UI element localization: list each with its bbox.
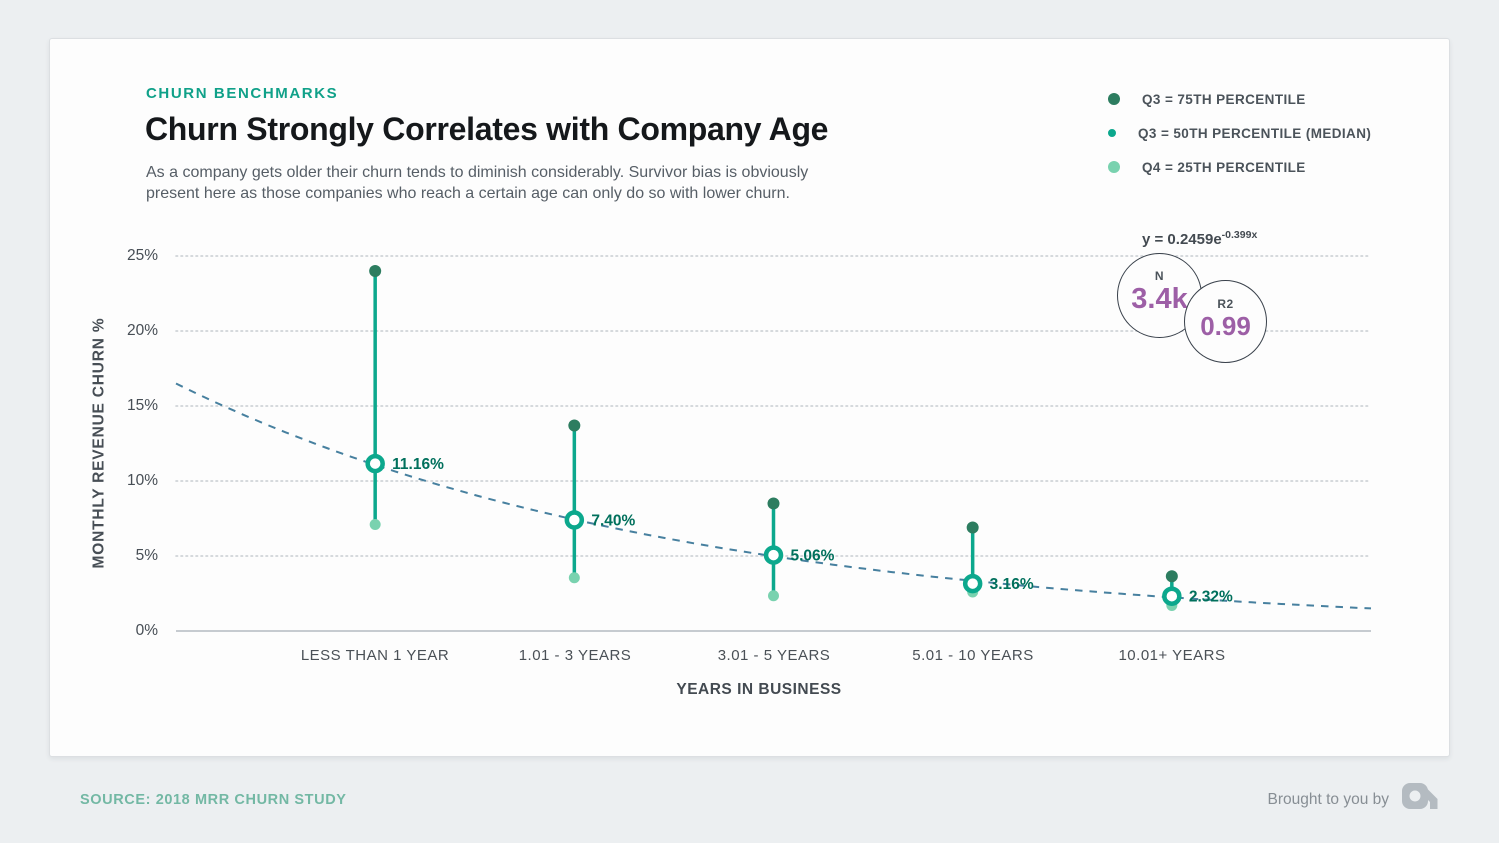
p75-dot	[767, 497, 780, 510]
n-value: 3.4k	[1131, 283, 1188, 315]
median-value-label: 7.40%	[591, 513, 635, 530]
profitwell-logo-icon	[1399, 780, 1443, 825]
subtitle-line-1: As a company gets older their churn tend…	[146, 164, 809, 181]
median-ring-icon	[1108, 129, 1116, 137]
eyebrow-label: CHURN BENCHMARKS	[146, 85, 339, 102]
subtitle: As a company gets older their churn tend…	[146, 162, 808, 204]
legend-label: Q3 = 50TH PERCENTILE (MEDIAN)	[1138, 125, 1372, 141]
median-value-label: 3.16%	[990, 576, 1034, 593]
brought-to-you-by-label: Brought to you by	[1267, 791, 1390, 808]
median-ring	[564, 510, 585, 530]
n-label: N	[1154, 269, 1165, 283]
y-tick-0: 0%	[135, 622, 158, 639]
y-tick-10: 10%	[126, 472, 158, 489]
median-ring	[1162, 586, 1182, 606]
source-credit: SOURCE: 2018 MRR CHURN STUDY	[80, 792, 347, 808]
legend-item-p25: Q4 = 25TH PERCENTILE	[1108, 156, 1371, 178]
y-tick-5: 5%	[135, 547, 158, 564]
legend-item-median: Q3 = 50TH PERCENTILE (MEDIAN)	[1108, 122, 1371, 144]
subtitle-line-2: present here as those companies who reac…	[146, 185, 790, 202]
x-tick-5: 10.01+ YEARS	[1118, 647, 1226, 664]
y-tick-25: 25%	[126, 247, 158, 264]
x-tick-2: 1.01 - 3 YEARS	[518, 647, 632, 664]
r2-stat-circle: R2 0.99	[1184, 280, 1267, 363]
legend-item-p75: Q3 = 75TH PERCENTILE	[1108, 88, 1371, 110]
median-ring	[365, 453, 385, 474]
equation-base: y = 0.2459e	[1142, 231, 1222, 248]
chart-card: CHURN BENCHMARKS Churn Strongly Correlat…	[49, 38, 1450, 757]
p75-dot-icon	[1108, 93, 1120, 105]
trend-equation: y = 0.2459e-0.399x	[1142, 229, 1257, 248]
r2-label: R2	[1217, 297, 1234, 311]
x-tick-4: 5.01 - 10 YEARS	[912, 647, 1034, 664]
median-ring	[962, 573, 983, 594]
legend-label: Q4 = 25TH PERCENTILE	[1142, 159, 1306, 175]
x-tick-3: 3.01 - 5 YEARS	[717, 647, 831, 664]
equation-exponent: -0.399x	[1221, 229, 1258, 241]
median-value-label: 11.16%	[392, 456, 444, 473]
p25-dot	[568, 572, 580, 584]
legend: Q3 = 75TH PERCENTILE Q3 = 50TH PERCENTIL…	[1108, 88, 1371, 190]
median-ring	[763, 545, 784, 565]
p25-dot	[369, 519, 381, 530]
y-tick-20: 20%	[126, 322, 158, 339]
r2-value: 0.99	[1200, 311, 1251, 341]
p75-dot	[1165, 570, 1178, 583]
median-value-label: 5.06%	[791, 548, 835, 565]
page-title: Churn Strongly Correlates with Company A…	[145, 111, 829, 147]
p25-dot	[768, 590, 779, 602]
y-tick-15: 15%	[126, 397, 158, 414]
p25-dot-icon	[1108, 161, 1120, 173]
p75-dot	[966, 521, 979, 534]
x-axis-title: YEARS IN BUSINESS	[676, 681, 842, 698]
legend-label: Q3 = 75TH PERCENTILE	[1142, 91, 1306, 107]
p75-dot	[369, 265, 382, 277]
p75-dot	[568, 419, 581, 432]
x-tick-1: LESS THAN 1 YEAR	[300, 647, 450, 664]
median-value-label: 2.32%	[1189, 589, 1233, 606]
